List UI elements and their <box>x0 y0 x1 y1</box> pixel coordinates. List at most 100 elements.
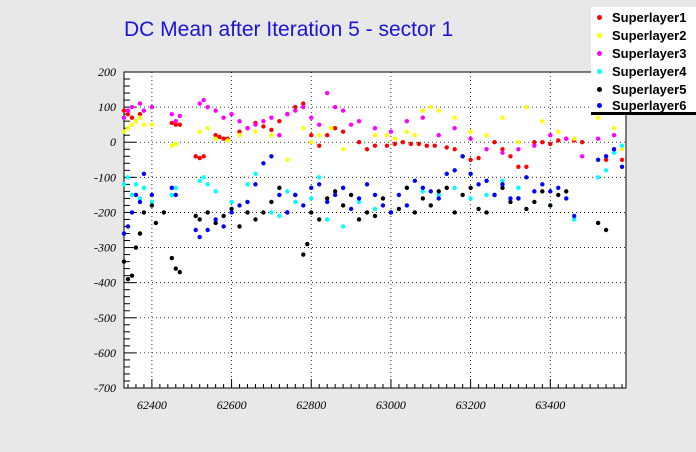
data-point-superlayer1 <box>356 140 362 145</box>
data-point-superlayer2 <box>169 143 175 148</box>
data-point-superlayer3 <box>420 115 426 120</box>
data-point-superlayer5 <box>141 210 147 215</box>
data-point-superlayer3 <box>177 113 182 119</box>
data-point-superlayer3 <box>548 133 553 138</box>
data-point-superlayer4 <box>356 199 362 205</box>
data-point-superlayer5 <box>595 220 601 226</box>
data-point-superlayer3 <box>564 136 569 141</box>
data-point-superlayer3 <box>269 115 274 120</box>
data-point-superlayer3 <box>468 136 473 141</box>
data-point-superlayer4 <box>285 189 290 194</box>
data-point-superlayer2 <box>121 129 127 134</box>
data-point-superlayer4 <box>269 210 274 215</box>
data-point-superlayer4 <box>595 175 601 180</box>
data-point-superlayer2 <box>516 140 521 145</box>
data-point-superlayer2 <box>619 147 625 152</box>
legend-label: Superlayer2 <box>612 28 687 43</box>
data-point-superlayer2 <box>436 108 441 113</box>
data-point-superlayer2 <box>301 125 306 131</box>
x-tick-label: 63200 <box>456 398 486 412</box>
data-point-superlayer1 <box>293 104 298 110</box>
data-point-superlayer2 <box>205 125 210 131</box>
data-point-superlayer6 <box>396 192 402 198</box>
data-point-superlayer3 <box>348 122 354 127</box>
y-tick-label: -700 <box>94 381 116 395</box>
data-point-superlayer6 <box>141 171 147 177</box>
data-point-superlayer5 <box>125 276 131 282</box>
data-point-superlayer1 <box>364 147 370 152</box>
axis-ticks: 62400 62600 62800 63000 63200 63400 200 100 0 -10… <box>94 65 623 412</box>
data-point-superlayer4 <box>213 189 218 194</box>
data-point-superlayer3 <box>197 101 202 106</box>
data-point-superlayer5 <box>380 196 386 201</box>
data-point-superlayer5 <box>404 185 410 191</box>
data-point-superlayer5 <box>524 206 529 212</box>
data-point-superlayer2 <box>384 133 390 138</box>
data-point-superlayer3 <box>317 122 322 127</box>
data-point-superlayer2 <box>595 115 601 120</box>
legend-entry-superlayer1: Superlayer1 <box>591 9 696 27</box>
data-point-superlayer3 <box>611 133 617 138</box>
data-point-superlayer6 <box>237 203 242 208</box>
data-point-superlayer2 <box>372 133 378 138</box>
data-point-superlayer3 <box>173 118 178 124</box>
data-point-superlayer2 <box>133 118 139 124</box>
data-point-superlayer5 <box>532 199 537 205</box>
data-point-superlayer2 <box>572 136 577 141</box>
data-point-superlayer3 <box>404 118 410 124</box>
data-point-superlayer6 <box>619 164 625 169</box>
data-point-superlayer6 <box>412 178 418 184</box>
data-point-superlayer5 <box>548 203 553 208</box>
data-point-superlayer5 <box>177 269 182 275</box>
data-point-superlayer6 <box>420 185 426 191</box>
data-point-superlayer6 <box>508 196 513 201</box>
data-point-superlayer6 <box>193 227 198 233</box>
data-point-superlayer6 <box>133 192 139 198</box>
data-point-superlayer1 <box>173 122 178 127</box>
data-point-superlayer1 <box>508 154 513 159</box>
data-point-superlayer2 <box>611 125 617 131</box>
data-point-superlayer2 <box>452 115 457 120</box>
data-point-superlayer4 <box>245 182 250 187</box>
data-point-superlayer3 <box>340 108 346 113</box>
data-point-superlayer5 <box>317 217 322 222</box>
data-point-superlayer1 <box>532 140 537 145</box>
data-point-superlayer4 <box>121 182 127 187</box>
data-point-superlayer5 <box>484 210 489 215</box>
data-point-superlayer3 <box>137 101 143 106</box>
data-point-superlayer2 <box>524 104 529 110</box>
data-point-superlayer3 <box>245 125 250 131</box>
data-point-superlayer1 <box>213 133 218 138</box>
data-point-superlayer5 <box>500 185 505 191</box>
data-point-superlayer5 <box>221 213 226 219</box>
data-point-superlayer4 <box>141 185 147 191</box>
data-point-superlayer4 <box>340 224 346 229</box>
data-point-superlayer4 <box>197 178 202 184</box>
data-point-superlayer5 <box>197 217 202 222</box>
data-point-superlayer3 <box>309 115 314 120</box>
data-point-superlayer6 <box>436 196 441 201</box>
data-point-superlayer4 <box>436 192 441 198</box>
data-point-superlayer5 <box>372 213 378 219</box>
y-tick-label: 200 <box>98 65 116 79</box>
data-point-superlayer5 <box>213 220 218 226</box>
data-point-superlayer1 <box>169 120 175 126</box>
data-point-superlayer6 <box>548 189 553 194</box>
data-point-superlayer1 <box>193 154 198 159</box>
data-point-superlayer5 <box>253 217 258 222</box>
data-point-superlayer6 <box>317 182 322 187</box>
data-point-superlayer5 <box>356 217 362 222</box>
data-point-superlayer6 <box>149 192 155 198</box>
y-tick-label: -200 <box>94 205 116 219</box>
data-point-superlayer1 <box>129 115 135 120</box>
data-point-superlayer1 <box>424 143 429 148</box>
data-point-superlayer3 <box>261 118 266 124</box>
data-point-superlayer6 <box>356 196 362 201</box>
data-point-superlayer1 <box>217 134 222 140</box>
data-point-superlayer1 <box>332 125 338 131</box>
data-point-superlayer2 <box>468 129 473 134</box>
data-point-superlayer3 <box>149 104 155 110</box>
data-point-superlayer1 <box>432 143 437 148</box>
data-point-superlayer6 <box>324 199 330 205</box>
data-point-superlayer2 <box>125 125 131 131</box>
